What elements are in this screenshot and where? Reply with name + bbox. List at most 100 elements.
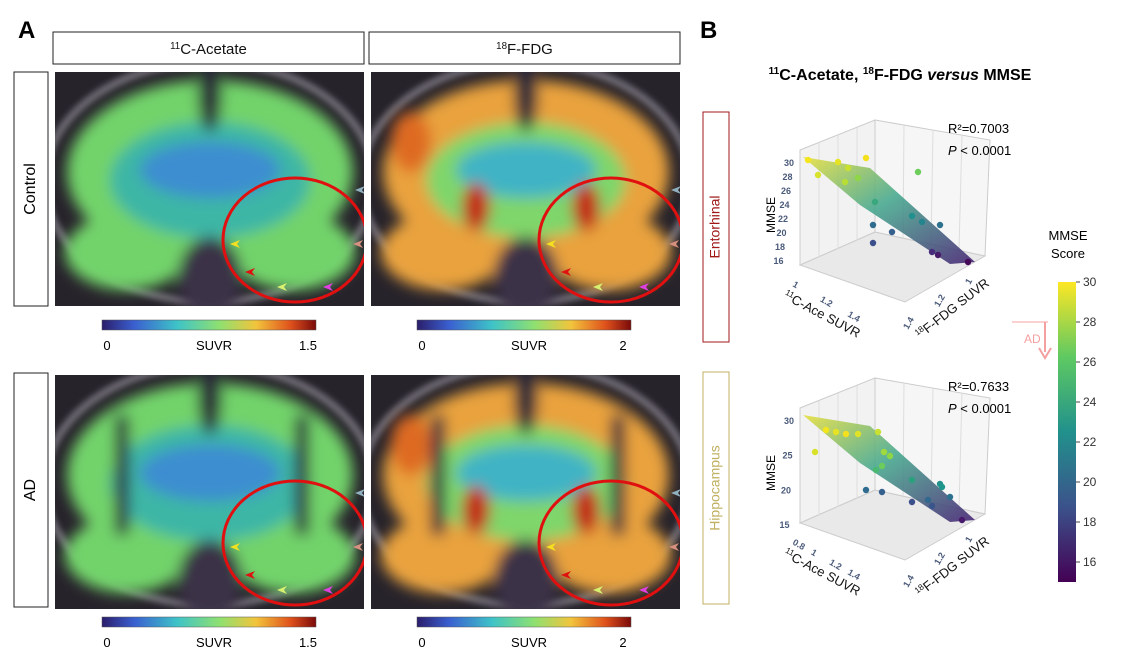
scatter-point [862, 486, 870, 494]
scatter-point [862, 154, 870, 162]
column-header-box [52, 31, 365, 65]
pane-grid [958, 392, 963, 509]
z-tick-label: 24 [779, 200, 789, 210]
x-tick-label: 1 [791, 279, 800, 290]
scatter-point [878, 462, 886, 470]
r-squared: R²=0.7003 [948, 121, 1009, 136]
scatter-point [804, 156, 812, 164]
arrowhead [639, 283, 649, 291]
z-tick-label: 22 [778, 214, 788, 224]
p-symbol: P [948, 143, 957, 158]
z-tick-label: 25 [782, 451, 792, 461]
arrowhead [230, 543, 240, 551]
title-part: MMSE [979, 67, 1032, 84]
plot-3d [798, 119, 991, 303]
scatter-point [886, 452, 894, 460]
colorbar-tick-label: 18 [1083, 515, 1097, 529]
arrowhead [561, 571, 571, 579]
arrowhead [245, 571, 255, 579]
scatter-point [946, 493, 954, 501]
arrowhead [353, 240, 363, 248]
scatter-point [908, 476, 916, 484]
brain-image [371, 375, 680, 609]
scatter-point [888, 228, 896, 236]
scatter-point [832, 428, 840, 436]
plot-3d [798, 377, 991, 561]
fit-surface [803, 415, 975, 522]
scatter-point [964, 258, 972, 266]
z-tick-label: 16 [773, 256, 783, 266]
scatter-point [874, 428, 882, 436]
arrowhead [546, 543, 556, 551]
column-header-box [368, 31, 681, 65]
brain-image [371, 72, 680, 306]
colorbar-tick-label: 30 [1083, 275, 1097, 289]
colorbar-title: MMSE [1049, 228, 1088, 243]
arrowhead [669, 543, 679, 551]
region-label: Hippocampus [707, 445, 723, 531]
superscript: 11 [170, 41, 180, 52]
arrowhead [669, 240, 679, 248]
arrowhead [277, 283, 287, 291]
scatter-point [814, 171, 822, 179]
colorbar-title: Score [1051, 246, 1085, 261]
scatter-point [914, 168, 922, 176]
scatter-point [869, 221, 877, 229]
z-axis-title: MMSE [764, 197, 778, 233]
scatter-point [938, 483, 946, 491]
colorbar-max: 2 [619, 635, 626, 650]
colorbar-label: SUVR [196, 338, 232, 353]
scatter-point [928, 502, 936, 510]
arrowhead [639, 586, 649, 594]
colorbar-tick-label: 26 [1083, 355, 1097, 369]
y-tick-label: 1 [963, 535, 974, 544]
scatter-point [908, 498, 916, 506]
colorbar-tick-label: 24 [1083, 395, 1097, 409]
scatter-point [936, 221, 944, 229]
scatter-point [822, 426, 830, 434]
scatter-point [841, 178, 849, 186]
z-tick-label: 30 [784, 416, 794, 426]
panel-label: A [18, 17, 35, 44]
colorbar [416, 616, 632, 628]
label-text: F-FDG [507, 41, 553, 58]
colorbar-label: SUVR [511, 338, 547, 353]
y-tick-label: 1 [963, 277, 974, 286]
arrowhead [1038, 347, 1052, 360]
colorbar-tick-label: 28 [1083, 315, 1097, 329]
arrowhead [230, 240, 240, 248]
scatter-point [878, 488, 886, 496]
z-tick-label: 26 [781, 186, 791, 196]
arrowhead [593, 283, 603, 291]
title-part: C-Acetate, [779, 67, 863, 84]
colorbar-min: 0 [103, 338, 110, 353]
scatter-point [811, 448, 819, 456]
scatter-point [842, 430, 850, 438]
z-axis-title: MMSE [764, 455, 778, 491]
z-tick-label: 28 [782, 172, 792, 182]
title-part: 18 [863, 66, 875, 77]
row-label: AD [22, 479, 39, 501]
tracer [65, 375, 355, 609]
scatter-point [869, 239, 877, 247]
colorbar [1058, 282, 1076, 582]
arrowhead [671, 489, 680, 497]
p-text: < 0.0001 [957, 143, 1012, 158]
label-text: C-Acetate [180, 41, 247, 58]
arrowhead [546, 240, 556, 248]
title-part: versus [927, 67, 979, 84]
row-label-box [13, 71, 49, 307]
scatter-point [834, 158, 842, 166]
scatter-point [854, 430, 862, 438]
colorbar-min: 0 [103, 635, 110, 650]
region-box [702, 371, 730, 605]
p-symbol: P [948, 401, 957, 416]
tracer [381, 72, 671, 306]
colorbar [416, 319, 632, 331]
p-value: P < 0.0001 [948, 401, 1011, 416]
arrowhead [323, 586, 333, 594]
scatter-point [908, 212, 916, 220]
colorbar-max: 1.5 [299, 338, 317, 353]
colorbar-tick-label: 20 [1083, 475, 1097, 489]
